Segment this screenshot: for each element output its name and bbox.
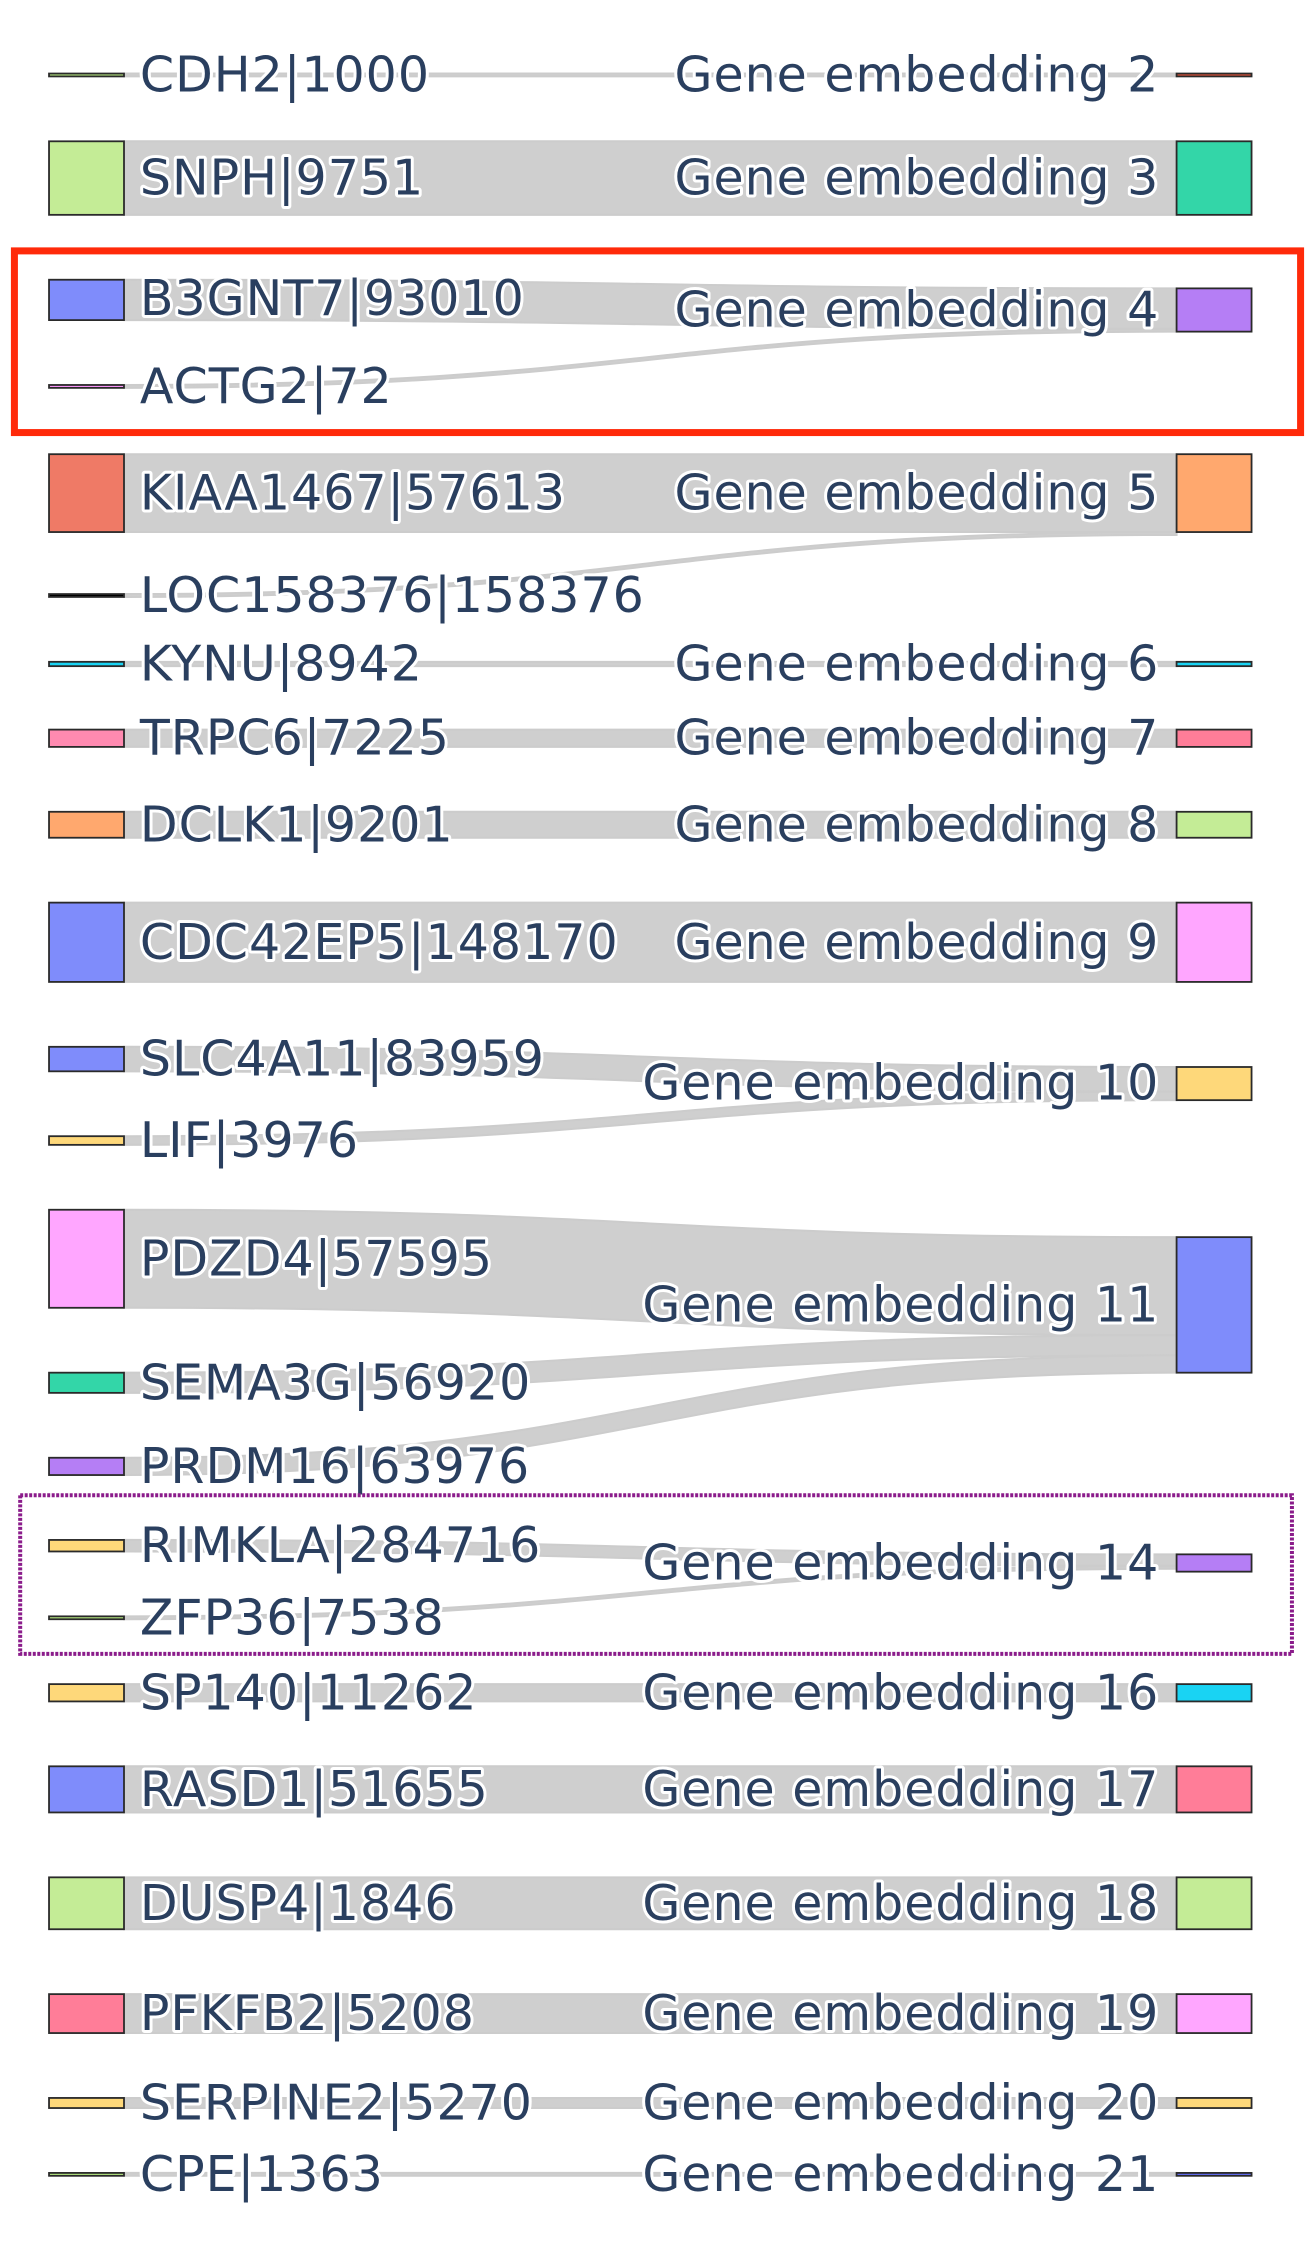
target-label: Gene embedding 21 [642,2146,1159,2203]
target-label: Gene embedding 10 [642,1054,1159,1111]
source-label: DUSP4|1846 [140,1875,457,1932]
target-node-gene-embedding-16[interactable] [1175,1683,1253,1703]
source-node-serpine2-5270[interactable] [48,2097,125,2109]
source-node-rimkla-284716[interactable] [48,1539,125,1553]
source-label: B3GNT7|93010 [140,270,525,327]
source-label: PDZD4|57595 [140,1230,493,1287]
source-label: ZFP36|7538 [140,1589,445,1646]
highlight-box-gene-embedding-4 [10,247,1305,437]
source-label: SP140|11262 [140,1664,478,1721]
nodes-layer [48,72,1253,2177]
target-node-gene-embedding-17[interactable] [1175,1765,1253,1814]
source-node-actg2-72[interactable] [48,384,125,389]
target-node-gene-embedding-20[interactable] [1175,2097,1253,2109]
source-label: SNPH|9751 [140,150,424,207]
target-node-gene-embedding-21[interactable] [1175,2172,1253,2177]
source-label: DCLK1|9201 [140,796,454,853]
target-label: Gene embedding 8 [675,796,1160,853]
links-layer [123,72,1178,2177]
source-label: KYNU|8942 [140,635,423,692]
source-node-pdzd4-57595[interactable] [48,1208,125,1309]
source-node-rasd1-51655[interactable] [48,1765,125,1814]
target-label: Gene embedding 17 [642,1761,1159,1818]
source-node-zfp36-7538[interactable] [48,1615,125,1621]
target-label: Gene embedding 19 [642,1985,1159,2042]
source-label: RASD1|51655 [140,1761,489,1818]
source-node-sp140-11262[interactable] [48,1683,125,1703]
source-node-pfkfb2-5208[interactable] [48,1993,125,2034]
target-node-gene-embedding-3[interactable] [1175,140,1253,216]
source-node-slc4a11-83959[interactable] [48,1045,125,1073]
source-node-cdc42ep5-148170[interactable] [48,901,125,983]
target-node-gene-embedding-7[interactable] [1175,728,1253,748]
source-node-kiaa1467-57613[interactable] [48,453,125,533]
source-label: PRDM16|63976 [140,1438,530,1495]
source-node-trpc6-7225[interactable] [48,728,125,748]
highlight-layer [10,247,1305,1656]
source-label: SERPINE2|5270 [140,2074,533,2131]
target-node-gene-embedding-10[interactable] [1175,1066,1253,1102]
target-label: Gene embedding 3 [675,150,1160,207]
source-label: TRPC6|7225 [139,710,450,767]
target-label: Gene embedding 6 [675,635,1160,692]
link-loc158376-158376-to-gene-embedding-5 [123,531,1178,598]
target-node-gene-embedding-2[interactable] [1175,72,1253,78]
target-node-gene-embedding-8[interactable] [1175,810,1253,839]
source-label: SLC4A11|83959 [140,1031,545,1088]
source-node-loc158376-158376[interactable] [48,593,125,598]
target-label: Gene embedding 18 [642,1875,1159,1932]
source-node-kynu-8942[interactable] [48,660,125,668]
source-node-dusp4-1846[interactable] [48,1876,125,1931]
target-label: Gene embedding 4 [675,282,1160,339]
target-label: Gene embedding 11 [642,1276,1159,1333]
highlight-box-gene-embedding-14 [18,1493,1294,1656]
source-node-cdh2-1000[interactable] [48,72,125,78]
source-node-snph-9751[interactable] [48,140,125,216]
source-node-sema3g-56920[interactable] [48,1371,125,1394]
source-label: CDH2|1000 [140,46,430,103]
target-node-gene-embedding-14[interactable] [1175,1553,1253,1573]
source-label: ACTG2|72 [140,358,393,415]
target-label: Gene embedding 9 [675,914,1160,971]
source-node-lif-3976[interactable] [48,1135,125,1146]
source-label: SEMA3G|56920 [140,1354,531,1411]
labels-layer: CDH2|1000 SNPH|9751 B3GNT7|93010 ACTG2|72 KI… [136,43,1161,2205]
target-label: Gene embedding 2 [675,46,1160,103]
target-node-gene-embedding-18[interactable] [1175,1876,1253,1931]
target-label: Gene embedding 16 [642,1664,1159,1721]
target-node-gene-embedding-6[interactable] [1175,660,1253,668]
target-label: Gene embedding 5 [675,465,1160,522]
target-node-gene-embedding-19[interactable] [1175,1993,1253,2034]
source-node-b3gnt7-93010[interactable] [48,278,125,321]
source-label: KIAA1467|57613 [140,465,566,522]
source-node-cpe-1363[interactable] [48,2172,125,2177]
target-label: Gene embedding 7 [675,710,1160,767]
source-label: LIF|3976 [140,1112,359,1169]
target-node-gene-embedding-11[interactable] [1175,1236,1253,1374]
source-label: LOC158376|158376 [140,567,645,624]
target-label: Gene embedding 14 [642,1535,1159,1592]
target-node-gene-embedding-9[interactable] [1175,901,1253,983]
source-label: PFKFB2|5208 [140,1985,475,2042]
target-label: Gene embedding 20 [642,2074,1159,2131]
source-label: CDC42EP5|148170 [140,914,619,971]
source-node-dclk1-9201[interactable] [48,810,125,839]
source-label: RIMKLA|284716 [140,1517,541,1574]
source-label: CPE|1363 [140,2146,384,2203]
target-node-gene-embedding-5[interactable] [1175,453,1253,533]
source-node-prdm16-63976[interactable] [48,1456,125,1476]
target-node-gene-embedding-4[interactable] [1175,287,1253,333]
